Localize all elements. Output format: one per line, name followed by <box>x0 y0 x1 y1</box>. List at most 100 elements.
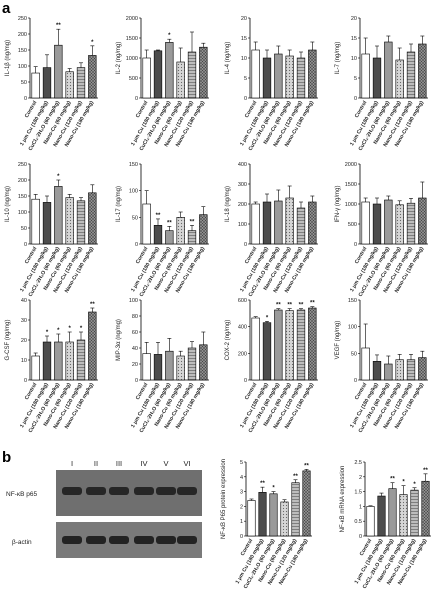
y-tick-label: 250 <box>18 162 27 168</box>
bar <box>285 197 294 245</box>
y-tick-label: 100 <box>18 210 27 216</box>
bar <box>366 506 375 537</box>
y-tick-label: 100 <box>18 64 27 70</box>
panel-letter-b: b <box>2 449 11 466</box>
bar <box>421 480 430 537</box>
y-tick-label: 500 <box>129 76 138 82</box>
y-tick-label: 10 <box>21 358 27 364</box>
y-tick-label: 0 <box>240 534 243 540</box>
y-tick-label: 100 <box>238 222 247 228</box>
bar <box>384 199 393 245</box>
band-nfkb <box>109 487 129 495</box>
significance-marker: ** <box>90 302 95 308</box>
y-tick-label: 15 <box>351 36 357 42</box>
bar <box>274 309 283 381</box>
bar <box>42 67 52 99</box>
significance-marker: ** <box>390 477 395 483</box>
bar <box>176 217 185 245</box>
western-blot: I II III IV V VI NF-κB p65 β-actin <box>6 459 202 558</box>
band-actin <box>62 536 82 544</box>
y-tick-label: 10 <box>241 56 247 62</box>
y-tick-label: 1000 <box>345 202 357 208</box>
bar <box>395 204 404 245</box>
y-axis-label: NF-κB mRNA expression <box>340 466 346 533</box>
y-tick-label: 50 <box>21 226 27 232</box>
bar <box>262 322 272 381</box>
significance-marker: * <box>57 328 60 334</box>
bar <box>274 53 283 99</box>
bar <box>418 43 427 99</box>
bar <box>176 61 185 99</box>
bar <box>258 492 267 537</box>
bar <box>165 350 174 381</box>
bar <box>395 59 404 99</box>
y-tick-label: 30 <box>21 318 27 324</box>
bar <box>406 51 416 99</box>
y-axis-label: IL-7 (ng/mg) <box>335 42 341 75</box>
panel-letter-a: a <box>2 0 11 17</box>
bar <box>187 230 197 245</box>
bar <box>54 341 63 381</box>
y-tick-label: 0 <box>354 242 357 248</box>
significance-marker: ** <box>156 213 161 219</box>
blot-bands <box>62 487 197 544</box>
y-tick-label: 1500 <box>345 182 357 188</box>
lane-label: III <box>116 459 122 468</box>
y-tick-label: 80 <box>132 314 138 320</box>
bar <box>54 186 63 245</box>
y-tick-label: 1 <box>359 504 362 510</box>
y-tick-label: 600 <box>238 298 247 304</box>
bar <box>199 344 208 381</box>
y-tick-label: 40 <box>132 346 138 352</box>
y-tick-label: 0 <box>244 378 247 384</box>
lane-label: V <box>163 459 168 468</box>
y-tick-label: 0 <box>244 242 247 248</box>
bar <box>291 482 300 537</box>
y-tick-label: 400 <box>238 162 247 168</box>
bar <box>262 57 272 99</box>
y-tick-label: 1 <box>240 519 243 525</box>
y-tick-label: 0 <box>24 242 27 248</box>
significance-marker: * <box>168 33 171 39</box>
bar <box>418 357 427 381</box>
y-tick-label: 2000 <box>345 162 357 168</box>
bar <box>165 42 174 99</box>
y-tick-label: 0 <box>135 378 138 384</box>
y-tick-label: 20 <box>132 362 138 368</box>
band-actin <box>109 536 129 544</box>
y-axis-label: IL-2 (ng/mg) <box>116 42 122 75</box>
band-nfkb <box>156 487 176 495</box>
y-axis-label: IL-10 (ng/mg) <box>5 186 11 222</box>
bar <box>187 51 197 99</box>
bar <box>296 309 306 381</box>
y-tick-label: 100 <box>129 189 138 195</box>
significance-marker: * <box>80 326 83 332</box>
bar <box>76 67 86 99</box>
y-tick-label: 1.5 <box>354 490 362 496</box>
y-tick-label: 0 <box>135 96 138 102</box>
bar <box>251 49 260 99</box>
blot-row-label-actin: β-actin <box>12 539 32 546</box>
bar <box>395 359 404 381</box>
y-tick-label: 2 <box>359 475 362 481</box>
significance-marker: ** <box>304 463 309 469</box>
y-tick-label: 50 <box>132 215 138 221</box>
bar <box>308 201 317 245</box>
y-tick-label: 0 <box>24 96 27 102</box>
y-tick-label: 200 <box>18 32 27 38</box>
y-tick-label: 3 <box>240 490 243 496</box>
bar <box>65 341 74 381</box>
bar <box>65 197 74 245</box>
y-tick-label: 100 <box>348 325 357 331</box>
band-actin <box>134 536 154 544</box>
y-tick-label: 0 <box>135 242 138 248</box>
bar <box>187 347 197 381</box>
bar <box>251 317 260 381</box>
